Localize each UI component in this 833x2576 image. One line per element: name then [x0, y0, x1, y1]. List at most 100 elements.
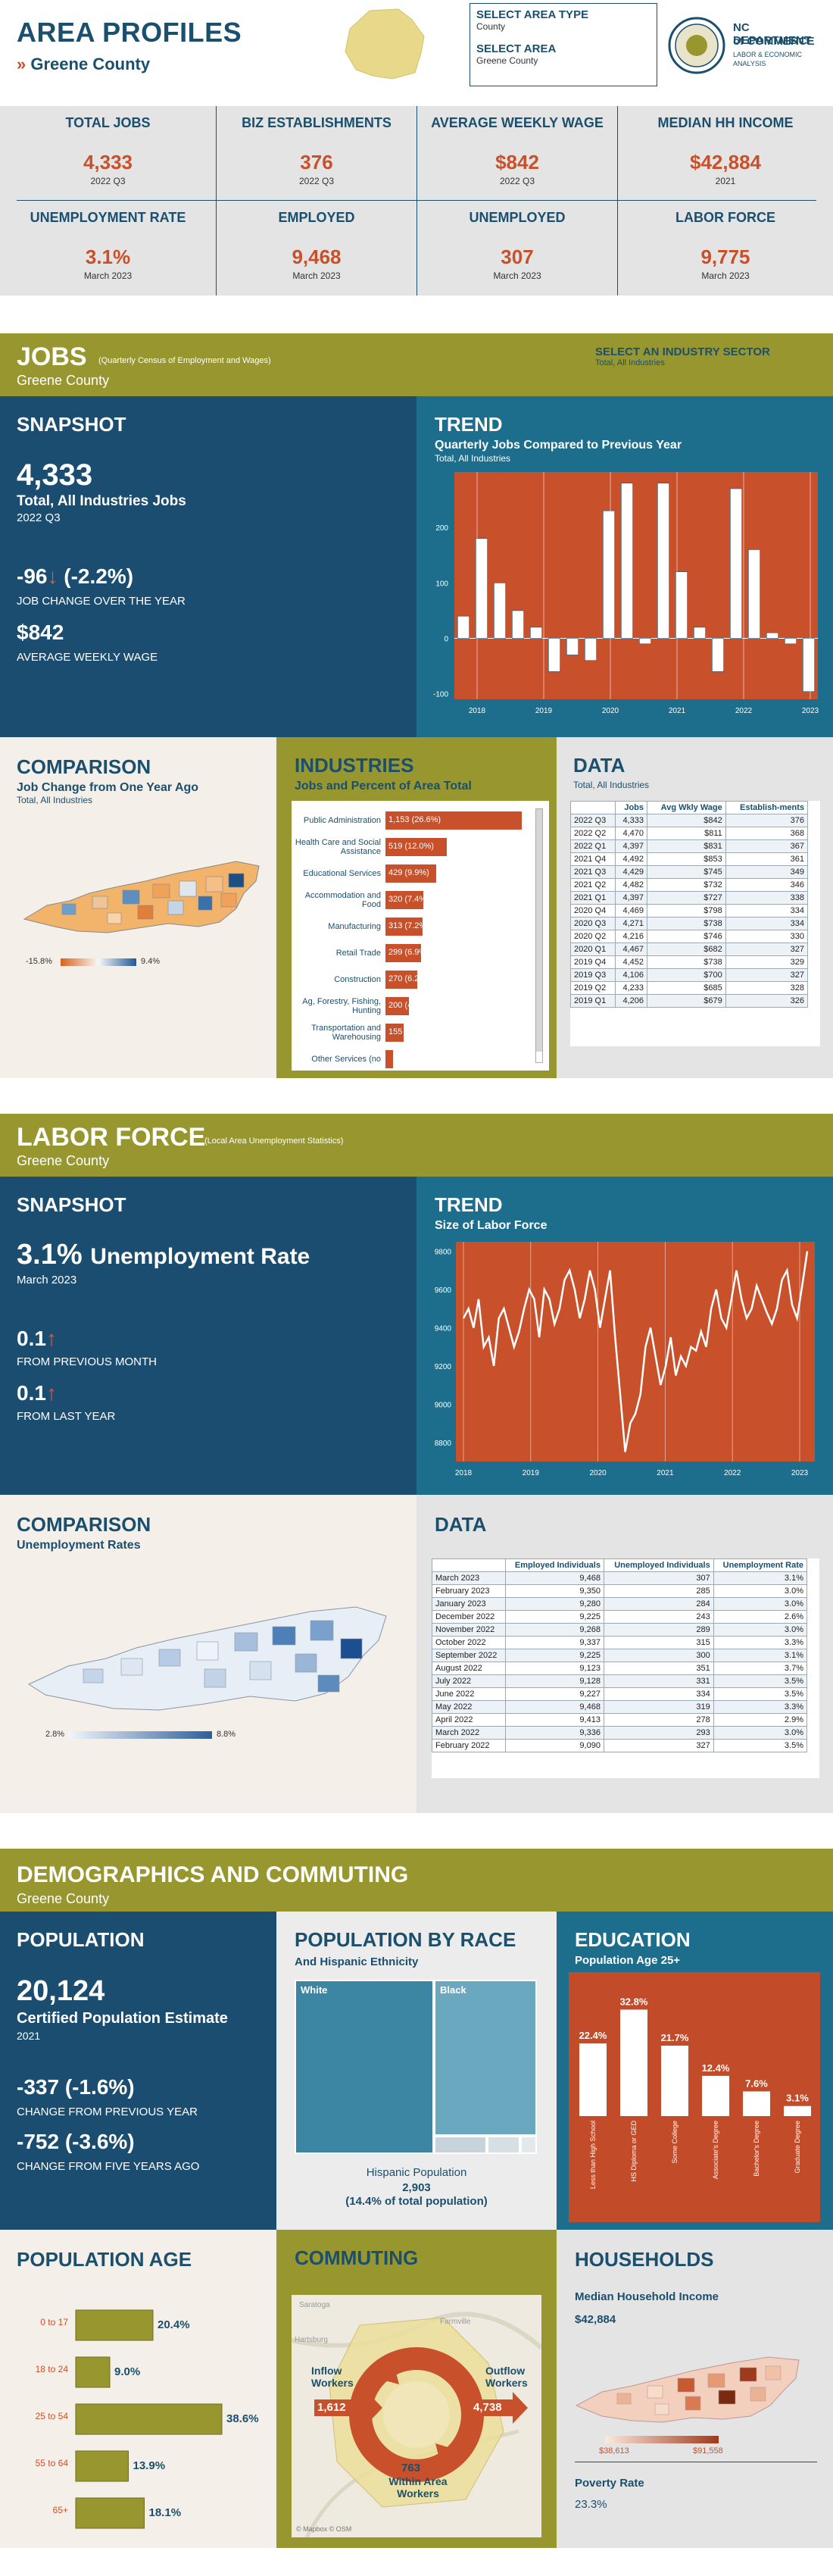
industry-bar[interactable]	[385, 1024, 404, 1042]
table-row[interactable]: July 2022 9,128 331 3.5%	[432, 1674, 808, 1688]
trend-bar[interactable]	[621, 483, 633, 639]
table-header[interactable]: Avg Wkly Wage	[647, 801, 726, 814]
industry-row[interactable]: Other Services (no	[292, 1047, 534, 1071]
industry-bar[interactable]	[385, 864, 436, 883]
industry-bar[interactable]	[385, 1050, 393, 1068]
labor-trend-chart[interactable]: 8800 9000 9200 9400 9600 9800 2018 2019 2020 2021…	[421, 1234, 825, 1492]
table-row[interactable]: 2021 Q3 4,429 $745 349	[570, 865, 809, 879]
trend-bar[interactable]	[585, 638, 597, 661]
trend-bar[interactable]	[675, 571, 688, 639]
industry-row[interactable]: Accommodation and Food 320 (7.4%)	[292, 888, 534, 912]
industry-row[interactable]: Health Care and Social Assistance 519 (12…	[292, 835, 534, 859]
table-row[interactable]: 2022 Q2 4,470 $811 368	[570, 827, 809, 840]
industries-list[interactable]: Public Administration 1,153 (26.6%) Health…	[292, 801, 549, 1071]
industry-sector-select[interactable]: SELECT AN INDUSTRY SECTOR Total, All Ind…	[595, 345, 770, 367]
labor-force-line[interactable]	[462, 1251, 809, 1452]
table-row[interactable]: 2020 Q4 4,469 $798 334	[570, 904, 809, 918]
education-bar[interactable]	[784, 2106, 811, 2116]
education-bar[interactable]	[579, 2043, 607, 2116]
table-row[interactable]: 2021 Q2 4,482 $732 346	[570, 878, 809, 892]
table-row[interactable]: April 2022 9,413 278 2.9%	[432, 1713, 808, 1727]
trend-bar[interactable]	[639, 638, 651, 645]
table-header[interactable]: Unemployed Individuals	[603, 1558, 714, 1572]
education-bar[interactable]	[620, 2009, 647, 2116]
industry-row[interactable]: Public Administration 1,153 (26.6%)	[292, 808, 534, 833]
area-type-select[interactable]: SELECT AREA TYPE County	[470, 4, 657, 32]
trend-bar[interactable]	[748, 549, 760, 639]
age-bar[interactable]	[75, 2356, 111, 2388]
treemap-white[interactable]: White	[295, 1980, 434, 2154]
population-age-chart[interactable]: 0 to 17 20.4% 18 to 24 9.0% 25 to 54 38.6% 55 …	[8, 2302, 269, 2530]
education-bar[interactable]	[743, 2091, 770, 2116]
age-bar[interactable]	[75, 2497, 145, 2529]
table-header[interactable]: Unemployment Rate	[713, 1558, 808, 1572]
industry-bar[interactable]	[385, 971, 417, 989]
industry-row[interactable]: Manufacturing 313 (7.2%)	[292, 914, 534, 939]
scroll-thumb[interactable]	[536, 809, 542, 1052]
commuting-map[interactable]: Saratoga Farmville Hartsburg Inflow Work…	[292, 2295, 541, 2537]
table-header[interactable]	[432, 1558, 506, 1572]
industry-row[interactable]: Educational Services 429 (9.9%)	[292, 861, 534, 886]
nc-income-map[interactable]	[572, 2343, 814, 2427]
industry-bar[interactable]	[385, 997, 409, 1015]
table-row[interactable]: January 2023 9,280 284 3.0%	[432, 1597, 808, 1611]
area-select[interactable]: SELECT AREA Greene County	[470, 32, 657, 66]
map-credit[interactable]: © Mapbox © OSM	[296, 2525, 352, 2533]
table-row[interactable]: February 2022 9,090 327 3.5%	[432, 1739, 808, 1752]
trend-bar[interactable]	[766, 632, 778, 639]
jobs-data-table-wrap[interactable]: Jobs Avg Wkly Wage Establish-ments 2022 Q3 4…	[570, 801, 820, 1046]
education-chart[interactable]: 22.4% Less than High School 32.8% HS Diplom…	[569, 1972, 820, 2222]
industry-bar[interactable]	[385, 918, 423, 936]
table-header[interactable]	[570, 801, 616, 814]
table-row[interactable]: October 2022 9,337 315 3.3%	[432, 1636, 808, 1649]
industry-bar[interactable]	[385, 891, 423, 909]
table-row[interactable]: 2019 Q1 4,206 $679 326	[570, 994, 809, 1008]
table-row[interactable]: March 2022 9,336 293 3.0%	[432, 1726, 808, 1740]
trend-bar[interactable]	[476, 538, 488, 639]
industry-bar[interactable]	[385, 944, 421, 962]
industry-bar[interactable]	[385, 811, 522, 830]
age-bar[interactable]	[75, 2403, 223, 2435]
treemap-other1[interactable]	[434, 2136, 487, 2154]
nc-commerce-logo[interactable]: NC DEPARTMENT of COMMERCE LABOR & ECONOM…	[666, 15, 825, 76]
table-row[interactable]: March 2023 9,468 307 3.1%	[432, 1571, 808, 1585]
education-bar[interactable]	[702, 2075, 729, 2116]
table-row[interactable]: 2019 Q4 4,452 $738 329	[570, 955, 809, 969]
table-row[interactable]: February 2023 9,350 285 3.0%	[432, 1584, 808, 1598]
table-row[interactable]: 2020 Q3 4,271 $738 334	[570, 917, 809, 930]
trend-bar[interactable]	[730, 488, 742, 639]
age-bar[interactable]	[75, 2450, 129, 2482]
trend-bar[interactable]	[512, 610, 524, 639]
table-row[interactable]: December 2022 9,225 243 2.6%	[432, 1610, 808, 1624]
table-header[interactable]: Jobs	[614, 801, 648, 814]
trend-bar[interactable]	[548, 638, 560, 672]
trend-bar[interactable]	[457, 615, 470, 639]
industry-bar[interactable]	[385, 838, 447, 856]
industries-scrollbar[interactable]	[535, 808, 543, 1063]
table-row[interactable]: November 2022 9,268 289 3.0%	[432, 1623, 808, 1637]
table-row[interactable]: 2021 Q4 4,492 $853 361	[570, 852, 809, 866]
race-treemap[interactable]: White Black	[295, 1980, 537, 2154]
trend-bar[interactable]	[657, 483, 669, 639]
table-row[interactable]: 2022 Q3 4,333 $842 376	[570, 814, 809, 827]
table-row[interactable]: 2020 Q2 4,216 $746 330	[570, 930, 809, 943]
jobs-trend-chart[interactable]: -100 0 100 200 2018 2019 2020 2021 2022 2023	[424, 466, 825, 731]
trend-bar[interactable]	[785, 638, 797, 645]
industry-row[interactable]: Retail Trade 299 (6.9%)	[292, 941, 534, 965]
table-header[interactable]: Employed Individuals	[504, 1558, 604, 1572]
trend-bar[interactable]	[694, 627, 706, 639]
treemap-other2[interactable]	[487, 2136, 520, 2154]
treemap-black[interactable]: Black	[434, 1980, 537, 2136]
industry-row[interactable]: Construction 270 (6.2%)	[292, 968, 534, 992]
table-row[interactable]: June 2022 9,227 334 3.5%	[432, 1687, 808, 1701]
education-bar[interactable]	[661, 2046, 688, 2116]
treemap-other3[interactable]	[520, 2136, 537, 2154]
nc-unemployment-map[interactable]	[23, 1593, 394, 1715]
trend-bar[interactable]	[566, 638, 579, 655]
table-header[interactable]: Establish-ments	[725, 801, 809, 814]
trend-bar[interactable]	[603, 510, 615, 639]
industry-row[interactable]: Transportation and Warehousing 155 (3.6%)	[292, 1021, 534, 1045]
trend-bar[interactable]	[530, 627, 542, 639]
table-row[interactable]: 2020 Q1 4,467 $682 327	[570, 943, 809, 956]
trend-bar[interactable]	[494, 583, 506, 639]
